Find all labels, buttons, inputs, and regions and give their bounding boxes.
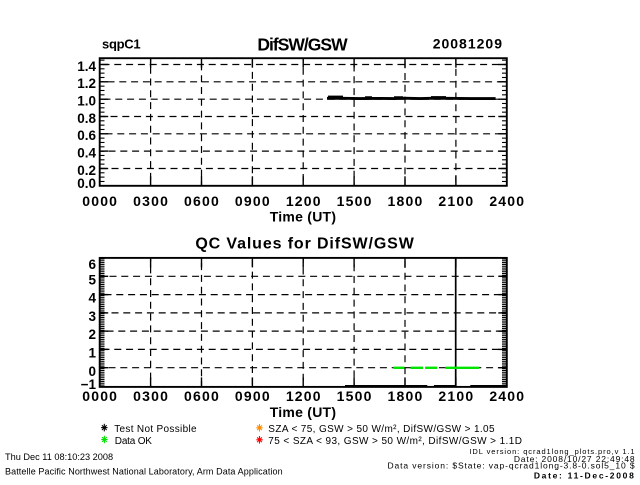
svg-text:0.8: 0.8 — [77, 111, 96, 126]
svg-text:3: 3 — [88, 309, 96, 324]
svg-text:0000: 0000 — [82, 388, 118, 404]
svg-text:4: 4 — [88, 291, 96, 306]
svg-text:0300: 0300 — [133, 193, 169, 209]
svg-text:−1: −1 — [81, 377, 97, 392]
svg-text:Time (UT): Time (UT) — [270, 404, 337, 420]
svg-text:20081209: 20081209 — [433, 35, 503, 51]
svg-text:IDL version: qcrad1long_plots.: IDL version: qcrad1long_plots.pro,v 1.1 — [469, 447, 635, 456]
svg-text:QC Values for DifSW/GSW: QC Values for DifSW/GSW — [195, 235, 414, 252]
svg-text:75 < SZA < 93, GSW > 50 W/m²,: 75 < SZA < 93, GSW > 50 W/m², DifSW/GSW … — [268, 436, 522, 447]
svg-text:1: 1 — [88, 346, 96, 361]
svg-text:DifSW/GSW: DifSW/GSW — [257, 35, 348, 55]
svg-text:1.2: 1.2 — [77, 76, 96, 91]
svg-text:1200: 1200 — [286, 388, 322, 404]
svg-text:5: 5 — [88, 272, 96, 287]
svg-text:0000: 0000 — [82, 193, 118, 209]
svg-text:2400: 2400 — [489, 388, 525, 404]
svg-text:SZA < 75, GSW > 50 W/m², DifSW: SZA < 75, GSW > 50 W/m², DifSW/GSW > 1.0… — [268, 424, 495, 435]
svg-text:2100: 2100 — [438, 388, 474, 404]
svg-text:Thu Dec 11 08:10:23 2008: Thu Dec 11 08:10:23 2008 — [5, 452, 113, 462]
svg-text:0.0: 0.0 — [77, 176, 96, 191]
svg-text:0600: 0600 — [184, 388, 220, 404]
svg-text:sqpC1: sqpC1 — [102, 37, 140, 52]
svg-text:Time (UT): Time (UT) — [270, 209, 337, 225]
svg-text:1500: 1500 — [337, 193, 373, 209]
svg-text:2400: 2400 — [489, 193, 525, 209]
svg-text:1200: 1200 — [286, 193, 322, 209]
svg-text:0.4: 0.4 — [77, 145, 96, 160]
svg-text:Data version: $State: vap-qcra: Data version: $State: vap-qcrad1long-3.8… — [387, 461, 635, 471]
svg-text:Test Not Possible: Test Not Possible — [114, 424, 197, 435]
svg-text:Battelle Pacific Northwest Nat: Battelle Pacific Northwest National Labo… — [5, 467, 283, 477]
svg-text:1800: 1800 — [388, 193, 424, 209]
svg-text:1.4: 1.4 — [77, 59, 96, 74]
svg-text:0900: 0900 — [235, 193, 271, 209]
svg-text:Data OK: Data OK — [115, 436, 152, 447]
svg-text:1500: 1500 — [337, 388, 373, 404]
svg-text:1.0: 1.0 — [77, 94, 96, 109]
svg-text:Date: 11-Dec-2008: Date: 11-Dec-2008 — [534, 471, 636, 480]
svg-text:6: 6 — [88, 257, 96, 272]
svg-text:0: 0 — [88, 364, 96, 379]
svg-text:0600: 0600 — [184, 193, 220, 209]
svg-text:Date: 2008/10/27 22:49:48: Date: 2008/10/27 22:49:48 — [514, 454, 636, 464]
svg-text:0900: 0900 — [235, 388, 271, 404]
svg-text:0300: 0300 — [133, 388, 169, 404]
svg-text:2100: 2100 — [438, 193, 474, 209]
svg-text:0.2: 0.2 — [77, 163, 96, 178]
svg-text:2: 2 — [88, 327, 96, 342]
svg-text:0.6: 0.6 — [77, 128, 96, 143]
svg-text:1800: 1800 — [388, 388, 424, 404]
